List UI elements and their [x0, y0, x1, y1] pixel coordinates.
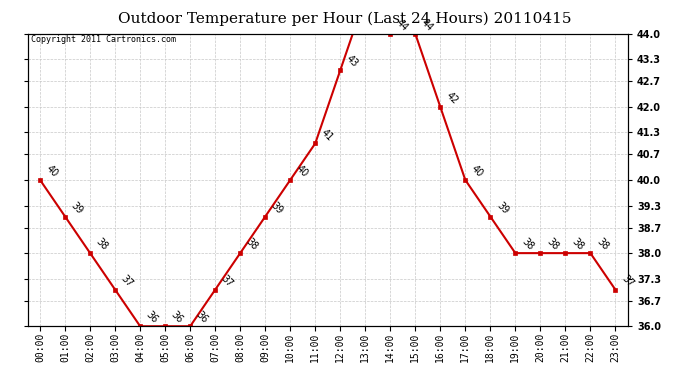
- Text: 37: 37: [620, 273, 635, 289]
- Text: 42: 42: [444, 90, 460, 106]
- Text: 39: 39: [495, 200, 510, 216]
- Text: 38: 38: [595, 237, 610, 252]
- Text: 40: 40: [295, 164, 310, 179]
- Text: 37: 37: [219, 273, 235, 289]
- Text: 36: 36: [144, 310, 160, 326]
- Text: 39: 39: [69, 200, 85, 216]
- Text: 38: 38: [569, 237, 585, 252]
- Text: 37: 37: [119, 273, 135, 289]
- Text: 38: 38: [520, 237, 535, 252]
- Text: 39: 39: [269, 200, 285, 216]
- Text: 38: 38: [544, 237, 560, 252]
- Text: 36: 36: [195, 310, 210, 326]
- Text: 41: 41: [319, 127, 335, 142]
- Text: 44: 44: [420, 17, 435, 33]
- Text: 38: 38: [244, 237, 260, 252]
- Text: 40: 40: [469, 164, 485, 179]
- Text: 44: 44: [395, 17, 410, 33]
- Text: 40: 40: [44, 164, 60, 179]
- Text: 43: 43: [344, 54, 360, 69]
- Text: Copyright 2011 Cartronics.com: Copyright 2011 Cartronics.com: [30, 35, 175, 44]
- Text: 36: 36: [169, 310, 185, 326]
- Text: 45: 45: [0, 374, 1, 375]
- Text: Outdoor Temperature per Hour (Last 24 Hours) 20110415: Outdoor Temperature per Hour (Last 24 Ho…: [118, 11, 572, 26]
- Text: 38: 38: [95, 237, 110, 252]
